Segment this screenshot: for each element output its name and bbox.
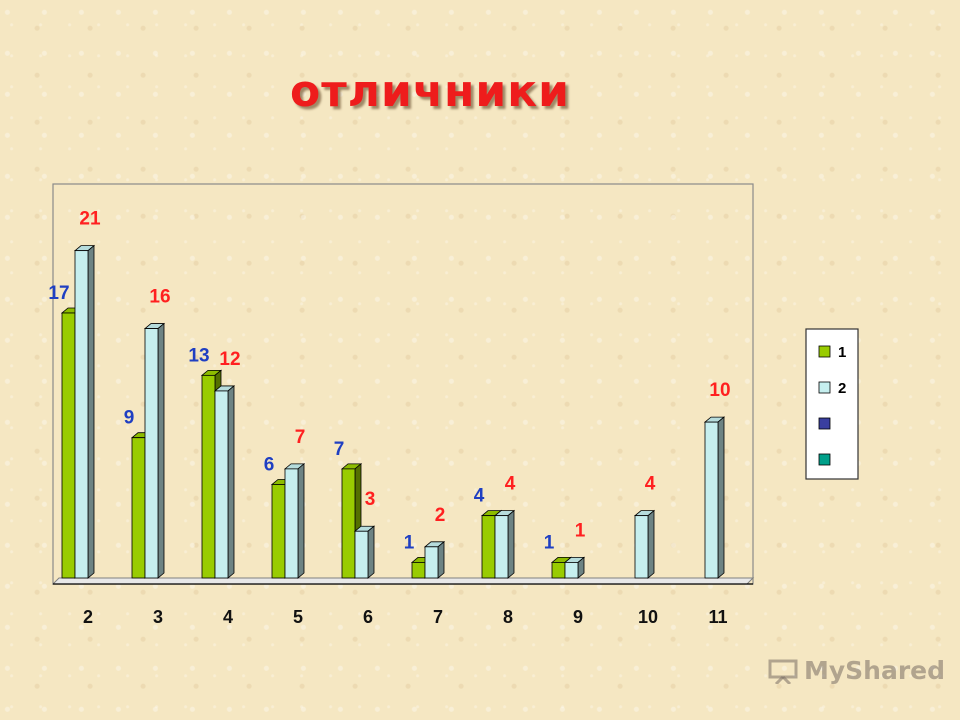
- data-label: 4: [645, 474, 656, 495]
- data-label: 10: [709, 380, 730, 401]
- legend-swatch: [818, 453, 831, 466]
- data-label: 4: [505, 474, 516, 495]
- plot-floor: [51, 577, 755, 585]
- bar: [201, 374, 216, 579]
- bar: [494, 515, 509, 579]
- bar: [354, 530, 369, 579]
- bar: [61, 312, 76, 579]
- bar: [284, 468, 299, 579]
- data-label: 12: [219, 349, 240, 370]
- bar: [411, 562, 426, 579]
- bar: [634, 515, 649, 579]
- x-tick-label: 3: [153, 607, 163, 627]
- data-label: 16: [149, 287, 170, 308]
- logo-text: MyShared: [804, 656, 946, 685]
- data-label: 9: [124, 408, 135, 429]
- data-label: 21: [79, 209, 101, 230]
- x-tick-label: 6: [363, 607, 373, 627]
- data-label: 17: [48, 283, 69, 304]
- data-label: 3: [365, 489, 376, 510]
- bar-side: [647, 509, 655, 579]
- data-label: 4: [474, 486, 485, 507]
- legend-swatch: [818, 417, 831, 430]
- bar-side: [227, 385, 235, 579]
- bar: [74, 250, 89, 579]
- bar: [564, 562, 579, 579]
- bar: [131, 437, 146, 579]
- bar-side: [437, 540, 445, 579]
- data-label: 13: [188, 345, 209, 366]
- slide-title: отличники: [290, 66, 570, 117]
- bar: [271, 484, 286, 579]
- bar-side: [297, 463, 305, 579]
- legend-label: 2: [838, 380, 846, 397]
- bar: [214, 390, 229, 579]
- data-label: 1: [404, 532, 415, 553]
- data-label: 7: [334, 439, 345, 460]
- x-tick-label: 11: [708, 607, 727, 627]
- x-tick-label: 10: [638, 607, 658, 627]
- bar-side: [507, 509, 515, 579]
- x-tick-label: 5: [293, 607, 303, 627]
- legend-swatch: [818, 381, 831, 394]
- data-label: 1: [575, 520, 586, 541]
- presentation-board-icon: [768, 659, 798, 684]
- data-label: 1: [544, 532, 555, 553]
- data-label: 7: [295, 427, 306, 448]
- bar-side: [87, 244, 95, 579]
- legend-label: 1: [838, 344, 846, 361]
- bar-side: [367, 525, 375, 579]
- x-tick-label: 8: [503, 607, 513, 627]
- x-tick-label: 7: [433, 607, 443, 627]
- bar-side: [717, 416, 725, 579]
- x-tick-label: 4: [223, 607, 233, 627]
- legend-box: [805, 328, 859, 480]
- x-tick-label: 9: [573, 607, 583, 627]
- bar: [704, 421, 719, 579]
- bar: [551, 562, 566, 579]
- bar-side: [157, 322, 165, 579]
- legend-swatch: [818, 345, 831, 358]
- data-label: 6: [264, 454, 275, 475]
- myshared-logo: MyShared: [768, 656, 945, 685]
- bar: [144, 328, 159, 579]
- bar: [341, 468, 356, 579]
- bar: [424, 546, 439, 579]
- data-label: 2: [435, 505, 446, 526]
- x-tick-label: 2: [83, 607, 93, 627]
- bar: [481, 515, 496, 579]
